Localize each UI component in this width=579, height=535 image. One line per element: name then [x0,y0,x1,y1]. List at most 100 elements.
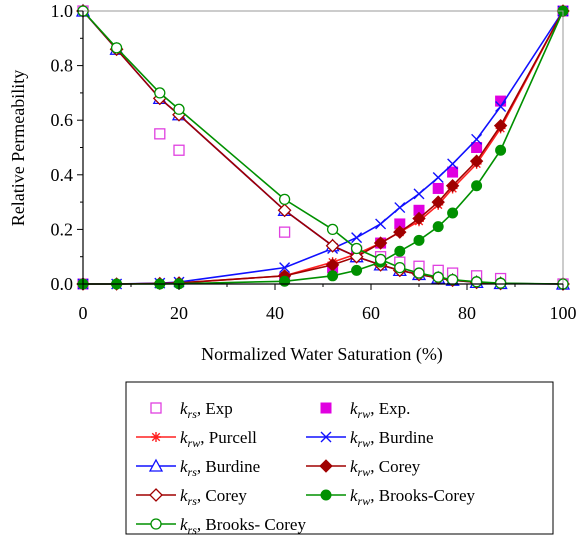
data-point [277,203,292,218]
x-axis-title: Normalized Water Saturation (%) [201,344,443,365]
legend-swatch-marker [150,518,162,530]
y-tick-label: 0.8 [51,56,74,76]
series-krw-corey [76,4,570,291]
data-point [432,271,444,283]
data-point [447,166,459,178]
series-krw-purcell [78,6,568,289]
legend-item: krs, Brooks- Corey [136,515,306,535]
data-point [495,144,507,156]
series-krw-brooks-corey [77,5,569,290]
data-point [413,188,425,200]
data-point [279,262,291,274]
data-point [173,103,185,115]
legend-swatch-marker [150,402,162,414]
legend-item: krs, Corey [136,486,247,508]
series-krw-burdine [77,5,569,290]
x-tick-label: 80 [458,303,476,323]
legend-label: krs, Brooks- Corey [180,515,306,535]
data-point [279,275,291,287]
series-krs-brooks-corey [77,5,569,290]
data-point [413,234,425,246]
legend-swatch-marker [320,431,332,443]
data-point [471,142,483,153]
data-point [351,264,363,276]
legend-label: krw, Burdine [350,428,434,450]
data-point [432,172,444,184]
data-point [154,128,166,140]
series-krs-exp [77,5,569,290]
data-point [278,226,291,238]
data-point [374,253,387,266]
legend-item: krw, Purcell [136,428,257,450]
data-point [493,118,508,133]
legend-item: krw, Burdine [306,428,434,450]
data-point [327,270,339,282]
x-tick-label: 20 [170,303,188,323]
legend-swatch-marker [151,432,161,442]
x-tick-label: 60 [362,303,380,323]
data-point [349,249,364,264]
data-point [373,236,388,250]
series-line [83,10,564,285]
series-krw-exp [77,5,569,290]
x-tick-label: 40 [266,303,284,323]
data-point [173,144,185,156]
legend-label: krs, Burdine [180,457,260,479]
legend: krs, Exp krw, Exp. krw, Purcell krw, Burdin… [125,381,554,535]
data-point [471,133,483,145]
data-point [325,238,340,253]
legend-item: krs, Exp [150,399,233,421]
series-line [82,10,564,285]
series-line [83,10,564,285]
axes: 0 20 40 60 80 100 0.0 0.2 0.4 0.6 0.8 1.0 [51,1,577,323]
x-tick-label: 0 [79,303,88,323]
series-line [83,10,564,285]
data-point [350,242,363,255]
legend-swatch-marker [319,459,333,473]
legend-label: krw, Exp. [350,399,410,421]
legend-swatch-marker [320,489,332,501]
data-point [278,193,291,206]
legend-swatch-marker [320,402,332,414]
data-point [394,261,406,274]
data-point [110,42,123,54]
data-point [470,276,483,288]
legend-label: krs, Corey [180,486,247,508]
data-point [393,225,407,239]
y-axis-title: Relative Permeability [8,70,28,226]
data-point [447,207,459,219]
y-tick-label: 0.2 [51,219,74,239]
data-point [432,182,444,194]
data-point [394,245,406,257]
legend-label: krw, Corey [350,457,421,479]
data-point [154,87,166,99]
data-point [412,211,426,226]
legend-label: krw, Purcell [180,428,257,450]
series-line [83,10,564,285]
data-point [445,179,460,193]
data-point [431,195,445,209]
data-point [394,202,406,214]
data-point [432,221,444,233]
data-point [495,101,507,113]
legend-swatch-marker [149,488,163,502]
data-point [413,267,425,279]
data-point [494,277,507,289]
legend-item: krw, Brooks-Corey [306,486,476,508]
legend-label: krs, Exp [180,399,233,421]
y-tick-label: 1.0 [51,1,74,21]
series-krs-corey [76,4,570,291]
data-point [447,158,459,170]
y-tick-label: 0.6 [51,110,74,130]
legend-swatch-marker [148,458,164,472]
data-point [471,180,483,192]
series-line [82,10,564,285]
y-tick-label: 0.4 [51,165,74,185]
series-krs-burdine [75,3,571,290]
legend-box [125,381,554,535]
y-tick-label: 0.0 [51,274,74,294]
data-point [351,232,363,244]
series-line [82,10,564,285]
legend-label: krw, Brooks-Corey [350,486,476,508]
